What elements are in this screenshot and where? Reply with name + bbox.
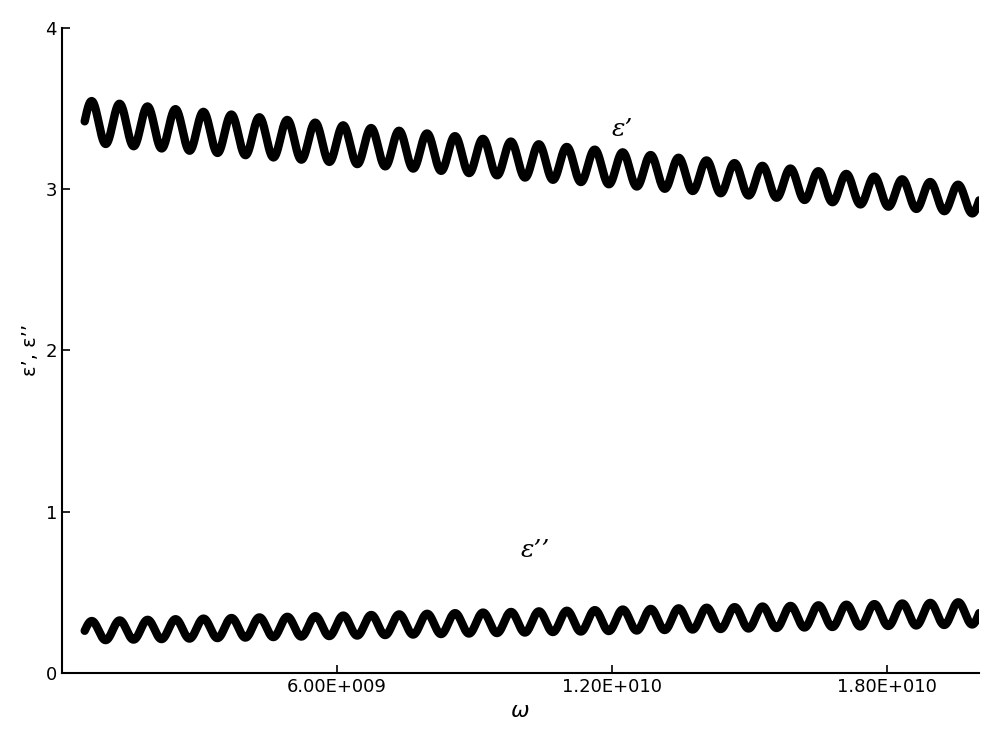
X-axis label: ω: ω [511, 701, 530, 721]
Text: ε’: ε’ [612, 118, 634, 141]
Y-axis label: ε’, ε’’: ε’, ε’’ [21, 324, 40, 376]
Text: ε’’: ε’’ [520, 539, 550, 562]
